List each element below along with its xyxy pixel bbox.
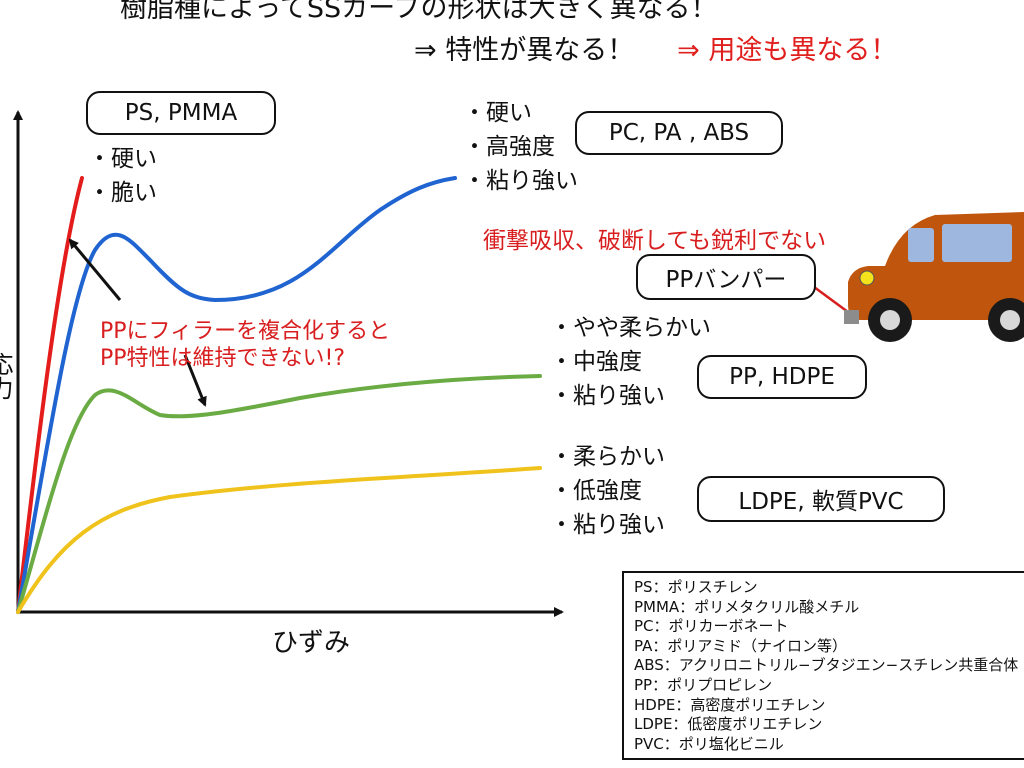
title-line-2: ⇒ 特性が異なる！ ⇒ 用途も異なる！ [414,28,897,67]
props-ps-pmma: ・硬い ・脆い [88,142,157,210]
curve-ldpe-pvc [16,466,542,614]
curve-pp-hdpe [16,374,542,614]
title-line-2-suffix: ⇒ 用途も異なる！ [677,35,898,66]
legend-item: HDPE：高密度ポリエチレン [634,695,826,714]
property-item: ・中強度 [550,349,642,375]
property-item: ・高強度 [463,134,555,160]
legend-item: PC：ポリカーボネート [634,617,789,636]
legend-item: LDPE：低密度ポリエチレン [634,715,823,734]
car-icon [844,212,1024,342]
impact-note: 衝撃吸収、破断しても鋭利でない [483,228,827,254]
legend-item: PS：ポリスチレン [634,578,758,596]
property-item: ・硬い [463,100,532,126]
props-pc-pa-abs: ・硬い ・高強度 ・粘り強い [463,96,578,198]
property-item: ・脆い [88,180,157,206]
filler-arrow-up [68,238,122,301]
filler-note-line-2: PP特性は維持できない!? [100,346,346,371]
props-ldpe-pvc: ・柔らかい ・低強度 ・粘り強い [550,440,665,542]
abbreviation-legend: PS：ポリスチレン PMMA：ポリメタクリル酸メチル PC：ポリカーボネート P… [622,571,1024,760]
property-item: ・粘り強い [550,512,665,538]
filler-arrow-down [183,354,207,407]
car-wheel-hub [880,310,900,330]
car-wheel-hub [1000,310,1020,330]
filler-note: PPにフィラーを複合化すると PP特性は維持できない!? [100,318,390,372]
car-window [908,228,934,262]
property-item: ・柔らかい [550,444,665,470]
legend-item: PVC：ポリ塩化ビニル [634,734,784,753]
label-pp-bumper: PPバンパー [636,254,816,300]
legend-item: ABS：アクリロニトリル−ブタジエン−スチレン共重合体 [634,656,1019,675]
property-item: ・硬い [88,146,157,172]
label-ldpe-pvc: LDPE, 軟質PVC [697,476,945,522]
car-bumper [844,310,859,324]
legend-item: PP：ポリプロピレン [634,675,773,694]
property-item: ・低強度 [550,478,642,504]
props-pp-hdpe: ・やや柔らかい ・中強度 ・粘り強い [550,311,711,413]
car-headlight [859,270,875,286]
x-axis-label: ひずみ [272,628,351,658]
legend-item: PMMA：ポリメタクリル酸メチル [634,597,860,616]
title-line-1: 樹脂種によってSSカーブの形状は大きく異なる！ [120,0,718,24]
y-axis-label: 応力 [0,352,13,400]
legend-item: PA：ポリアミド（ナイロン等） [634,636,848,655]
bumper-pointer [809,282,849,314]
car-window [942,224,1012,262]
label-ps-pmma: PS, PMMA [86,91,276,135]
property-item: ・粘り強い [463,168,578,194]
curve-ps-pmma [16,176,84,614]
property-item: ・粘り強い [550,383,665,409]
label-pc-pa-abs: PC, PA , ABS [575,111,783,155]
property-item: ・やや柔らかい [550,315,711,341]
label-pp-hdpe: PP, HDPE [697,355,867,399]
curve-pc-pa-abs [16,176,457,614]
filler-note-line-1: PPにフィラーを複合化すると [100,319,391,344]
title-line-2-prefix: ⇒ 特性が異なる！ [414,35,635,66]
